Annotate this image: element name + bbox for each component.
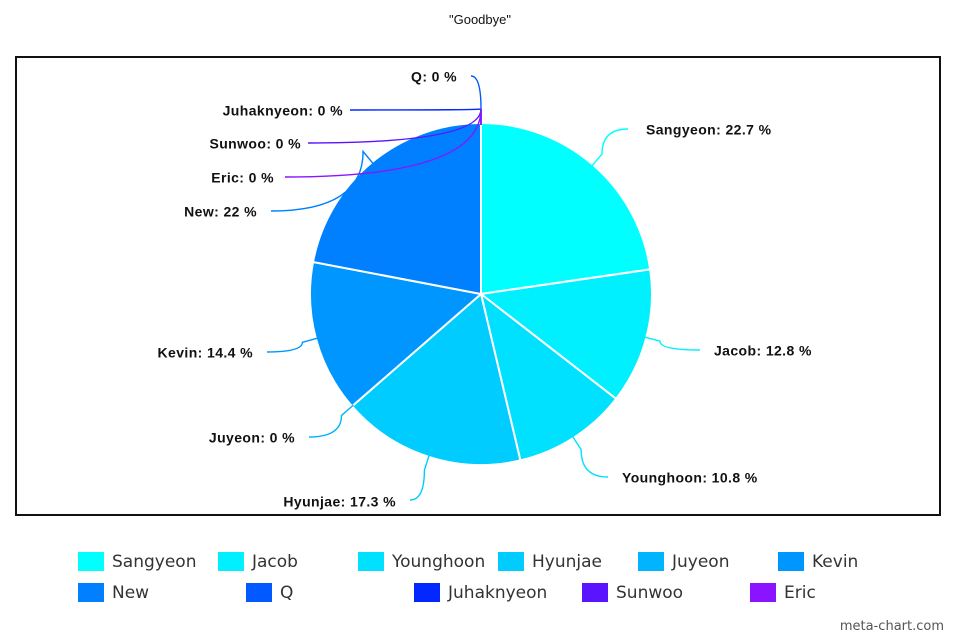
legend-item-juyeon[interactable]: Juyeon xyxy=(638,552,778,572)
legend-item-hyunjae[interactable]: Hyunjae xyxy=(498,552,638,572)
chart-title: "Goodbye" xyxy=(449,12,511,27)
legend-swatch xyxy=(246,583,272,602)
slice-label-eric: Eric: 0 % xyxy=(211,170,274,186)
legend-swatch xyxy=(582,583,608,602)
legend-swatch xyxy=(78,552,104,571)
slice-label-hyunjae: Hyunjae: 17.3 % xyxy=(283,494,396,510)
legend-swatch xyxy=(218,552,244,571)
slice-label-juhaknyeon: Juhaknyeon: 0 % xyxy=(223,103,344,119)
leader-line-juyeon xyxy=(308,404,354,438)
slice-label-sangyeon: Sangyeon: 22.7 % xyxy=(646,122,772,138)
leader-line-jacob xyxy=(644,336,701,351)
legend-swatch xyxy=(498,552,524,571)
legend-item-eric[interactable]: Eric xyxy=(750,583,918,603)
legend-item-jacob[interactable]: Jacob xyxy=(218,552,358,572)
leader-line-eric xyxy=(284,108,482,178)
slice-label-juyeon: Juyeon: 0 % xyxy=(209,430,295,446)
leader-line-hyunjae xyxy=(409,454,430,501)
legend-label: Eric xyxy=(784,582,816,603)
legend-item-sunwoo[interactable]: Sunwoo xyxy=(582,583,750,603)
legend-label: Q xyxy=(280,582,294,603)
legend-swatch xyxy=(750,583,776,602)
legend-label: Juhaknyeon xyxy=(448,582,548,603)
slice-label-younghoon: Younghoon: 10.8 % xyxy=(622,470,758,486)
leader-line-younghoon xyxy=(571,435,609,478)
legend-item-juhaknyeon[interactable]: Juhaknyeon xyxy=(414,583,582,603)
legend-label: Jacob xyxy=(252,551,298,572)
slice-label-jacob: Jacob: 12.8 % xyxy=(714,343,812,359)
legend-label: Younghoon xyxy=(392,551,486,572)
legend-item-sangyeon[interactable]: Sangyeon xyxy=(78,552,218,572)
legend-swatch xyxy=(414,583,440,602)
legend-label: Sangyeon xyxy=(112,551,197,572)
slice-label-q: Q: 0 % xyxy=(411,69,457,85)
slice-label-new: New: 22 % xyxy=(184,204,257,220)
slice-label-kevin: Kevin: 14.4 % xyxy=(158,345,254,361)
legend-item-new[interactable]: New xyxy=(78,583,246,603)
legend: Sangyeon Jacob Younghoon Hyunjae Juyeon Kevin… xyxy=(78,546,918,608)
slice-label-sunwoo: Sunwoo: 0 % xyxy=(209,136,301,152)
legend-label: Sunwoo xyxy=(616,582,684,603)
legend-item-kevin[interactable]: Kevin xyxy=(778,552,918,572)
credit-text: meta-chart.com xyxy=(839,619,944,634)
leader-line-q xyxy=(470,75,482,125)
legend-swatch xyxy=(778,552,804,571)
legend-item-younghoon[interactable]: Younghoon xyxy=(358,552,498,572)
legend-label: Hyunjae xyxy=(532,551,602,572)
legend-label: New xyxy=(112,582,150,603)
legend-row: Sangyeon Jacob Younghoon Hyunjae Juyeon Kevin xyxy=(78,546,918,577)
legend-label: Juyeon xyxy=(672,551,730,572)
legend-swatch xyxy=(78,583,104,602)
leader-line-sangyeon xyxy=(591,128,629,167)
leader-line-juhaknyeon xyxy=(349,108,482,125)
legend-swatch xyxy=(358,552,384,571)
legend-label: Kevin xyxy=(812,551,859,572)
legend-item-q[interactable]: Q xyxy=(246,583,414,603)
legend-swatch xyxy=(638,552,664,571)
pie-slice-sangyeon[interactable] xyxy=(480,121,652,296)
leader-line-new xyxy=(270,149,374,212)
leader-line-kevin xyxy=(266,337,319,353)
legend-row: New Q Juhaknyeon Sunwoo Eric xyxy=(78,577,918,608)
